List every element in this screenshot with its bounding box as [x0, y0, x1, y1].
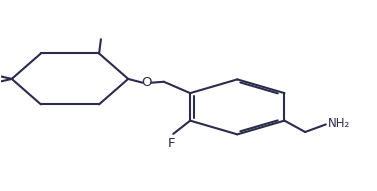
Text: NH₂: NH₂	[328, 117, 350, 130]
Text: O: O	[142, 76, 152, 89]
Text: F: F	[168, 137, 175, 150]
